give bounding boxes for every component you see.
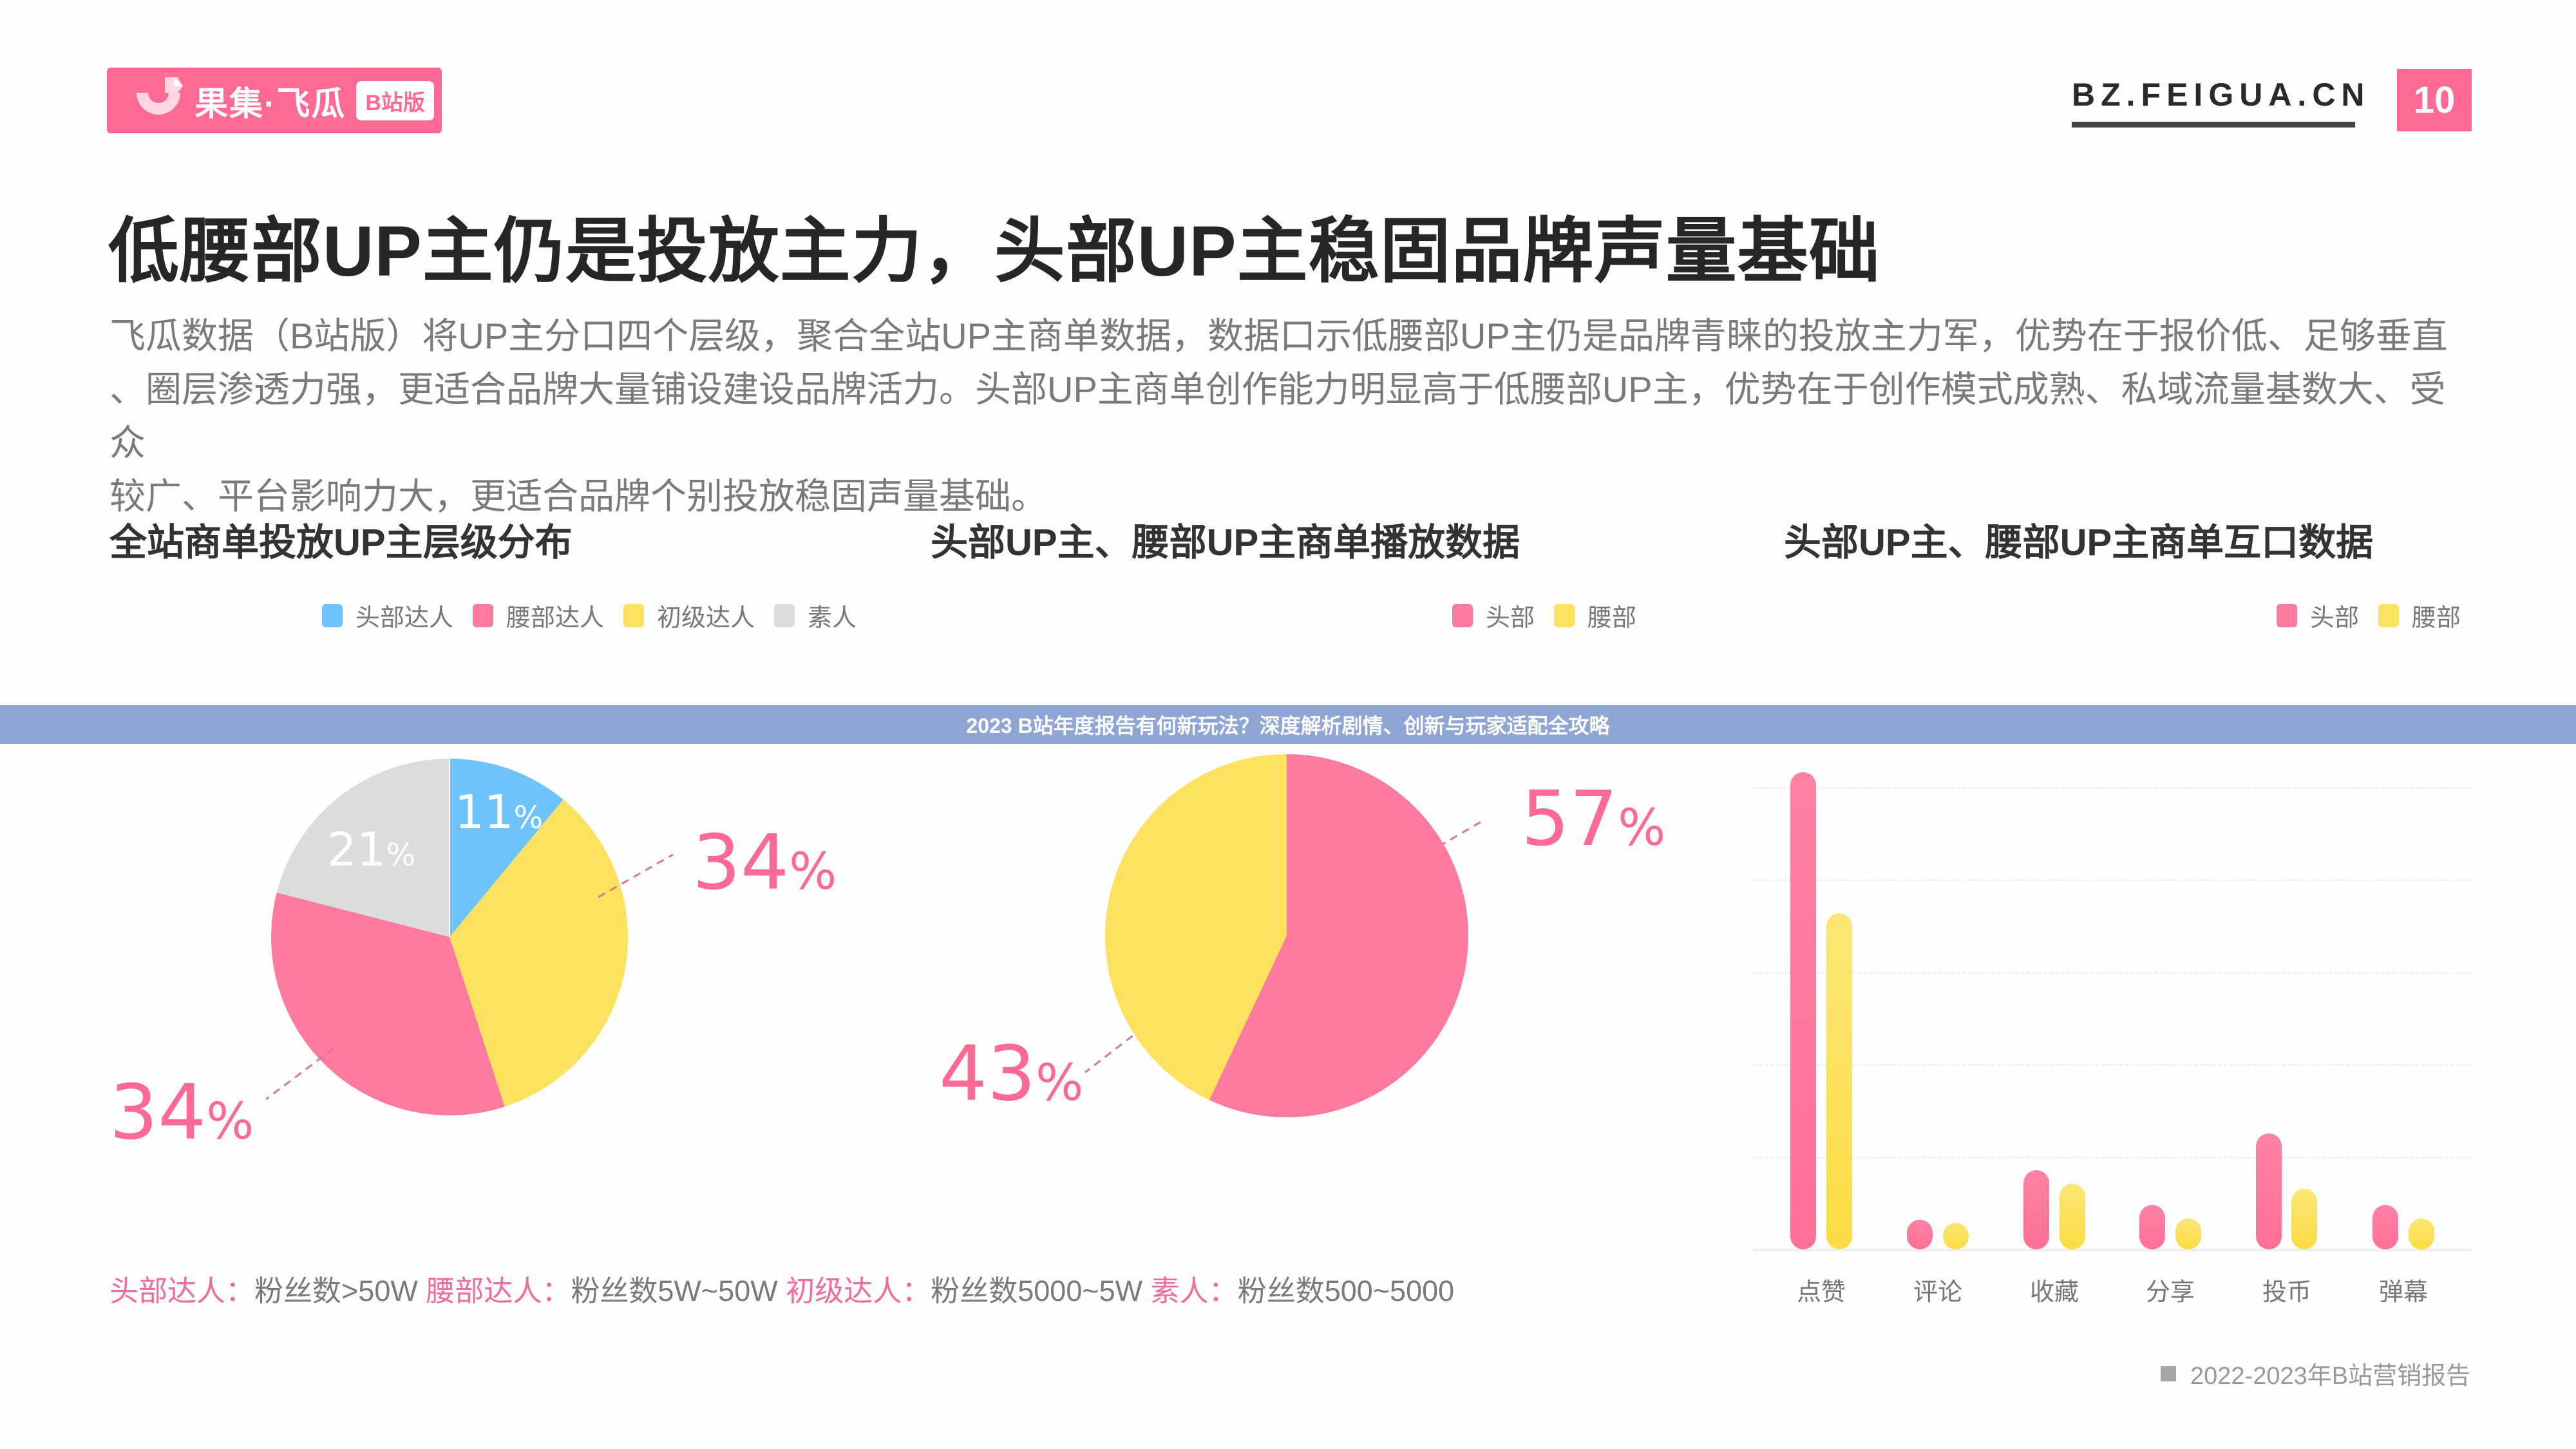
- tier-desc: 粉丝数5000~5W: [931, 1274, 1143, 1307]
- legend-label: 腰部: [2412, 605, 2461, 632]
- legend-item-waist: 腰部: [2378, 598, 2461, 633]
- legend-interaction-data: 头部 腰部: [2257, 598, 2461, 633]
- chart-title-play-data: 头部UP主、腰部UP主商单播放数据: [931, 522, 1520, 564]
- page-title: 低腰部UP主仍是投放主力，头部UP主稳固品牌声量基础: [108, 212, 1880, 291]
- square-bullet-icon: [2161, 1365, 2176, 1381]
- bar-head-favorites: [2023, 1170, 2049, 1249]
- x-label: 评论: [1913, 1279, 1962, 1306]
- legend-swatch-pink: [1452, 603, 1473, 627]
- pie-chart-play-data: [1105, 754, 1468, 1117]
- bar-waist-favorites: [2060, 1184, 2085, 1249]
- legend-item-head: 头部: [2277, 598, 2359, 633]
- logo-name: 果集·飞瓜: [194, 85, 346, 123]
- x-axis-baseline: [1753, 1249, 2472, 1251]
- legend-item-amateur: 素人: [774, 598, 857, 633]
- site-underline: [2072, 122, 2355, 128]
- legend-label: 初级达人: [657, 605, 755, 632]
- tier-name: 素人: [1150, 1274, 1209, 1307]
- pie2-label-waist: 43%: [939, 1029, 1084, 1118]
- x-label: 收藏: [2029, 1279, 2079, 1306]
- brand-logo[interactable]: 果集·飞瓜 B站版: [107, 68, 442, 133]
- bar-waist-coins: [2291, 1189, 2317, 1249]
- bar-head-comments: [1907, 1220, 1933, 1249]
- pie1-label-top: 11%: [455, 785, 544, 839]
- x-label: 弹幕: [2378, 1279, 2428, 1306]
- legend-item-junior: 初级达人: [623, 598, 755, 633]
- gridline: [1753, 787, 2472, 789]
- legend-tier-distribution: 头部达人 腰部达人 初级达人 素人: [303, 598, 857, 633]
- article-banner[interactable]: 2023 B站年度报告有何新玩法？深度解析剧情、创新与玩家适配全攻略: [0, 705, 2576, 744]
- page-number: 10: [2397, 69, 2472, 131]
- legend-label: 头部达人: [355, 605, 454, 632]
- legend-item-waist: 腰部达人: [473, 598, 604, 633]
- gridline: [1753, 879, 2472, 881]
- legend-swatch-pink: [473, 603, 494, 627]
- bar-head-likes: [1790, 772, 1816, 1249]
- gridline: [1753, 1157, 2472, 1159]
- chart-title-interaction-data: 头部UP主、腰部UP主商单互口数据: [1784, 522, 2374, 564]
- paragraph-line: 飞瓜数据（B站版）将UP主分口四个层级，聚合全站UP主商单数据，数据口示低腰部U…: [109, 316, 2448, 356]
- x-label: 点赞: [1796, 1279, 1846, 1306]
- tier-desc: 粉丝数>50W: [254, 1274, 418, 1307]
- site-url[interactable]: BZ.FEIGUA.CN: [2072, 77, 2371, 113]
- legend-label: 头部: [1486, 605, 1535, 632]
- chart-title-tier-distribution: 全站商单投放UP主层级分布: [109, 522, 573, 564]
- legend-swatch-yellow: [623, 603, 645, 627]
- logo-mark-icon: [131, 73, 185, 128]
- banner-text: 2023 B站年度报告有何新玩法？深度解析剧情、创新与玩家适配全攻略: [966, 714, 1610, 737]
- legend-label: 头部: [2310, 605, 2360, 632]
- pie1-label-amateur: 21%: [327, 822, 416, 876]
- legend-label: 腰部: [1587, 605, 1637, 632]
- bar-waist-shares: [2175, 1218, 2201, 1249]
- bar-waist-comments: [1943, 1223, 1969, 1249]
- legend-swatch-yellow: [2378, 603, 2400, 627]
- x-label: 分享: [2145, 1279, 2195, 1306]
- bar-head-danmaku: [2372, 1205, 2398, 1249]
- tier-name: 初级达人: [786, 1274, 902, 1307]
- legend-swatch-pink: [2277, 603, 2297, 627]
- source-note: 2022-2023年B站营销报告: [2161, 1356, 2470, 1391]
- description-paragraph: 飞瓜数据（B站版）将UP主分口四个层级，聚合全站UP主商单数据，数据口示低腰部U…: [109, 309, 2473, 523]
- tier-definitions: 头部达人：粉丝数>50W 腰部达人：粉丝数5W~50W 初级达人：粉丝数5000…: [109, 1274, 1455, 1307]
- gridline: [1753, 972, 2472, 974]
- tier-desc: 粉丝数5W~50W: [571, 1274, 778, 1307]
- gridline: [1753, 1064, 2472, 1066]
- legend-item-waist: 腰部: [1554, 598, 1636, 633]
- source-text: 2022-2023年B站营销报告: [2190, 1363, 2471, 1390]
- legend-item-top: 头部达人: [322, 598, 453, 633]
- paragraph-line: 、圈层渗透力强，更适合品牌大量铺设建设品牌活力。头部UP主商单创作能力明显高于低…: [109, 369, 2446, 463]
- bar-head-shares: [2139, 1205, 2165, 1249]
- pie2-label-head: 57%: [1521, 774, 1666, 863]
- pie1-label-junior: 34%: [692, 818, 837, 907]
- legend-item-head: 头部: [1452, 598, 1535, 633]
- tier-name: 头部达人: [109, 1274, 226, 1307]
- legend-swatch-gray: [774, 603, 795, 627]
- bar-waist-likes: [1826, 913, 1852, 1249]
- legend-label: 腰部达人: [506, 605, 605, 632]
- legend-swatch-blue: [322, 603, 343, 627]
- legend-swatch-yellow: [1554, 603, 1575, 627]
- legend-label: 素人: [808, 605, 857, 632]
- paragraph-line: 较广、平台影响力大，更适合品牌个别投放稳固声量基础。: [109, 476, 1047, 516]
- x-label: 投币: [2262, 1279, 2311, 1306]
- tier-name: 腰部达人: [426, 1274, 542, 1307]
- bar-waist-danmaku: [2409, 1218, 2434, 1249]
- pie1-label-waist: 34%: [109, 1068, 254, 1157]
- logo-badge: B站版: [356, 80, 434, 120]
- bar-head-coins: [2256, 1133, 2282, 1249]
- legend-play-data: 头部 腰部: [1433, 598, 1636, 633]
- tier-desc: 粉丝数500~5000: [1237, 1274, 1455, 1307]
